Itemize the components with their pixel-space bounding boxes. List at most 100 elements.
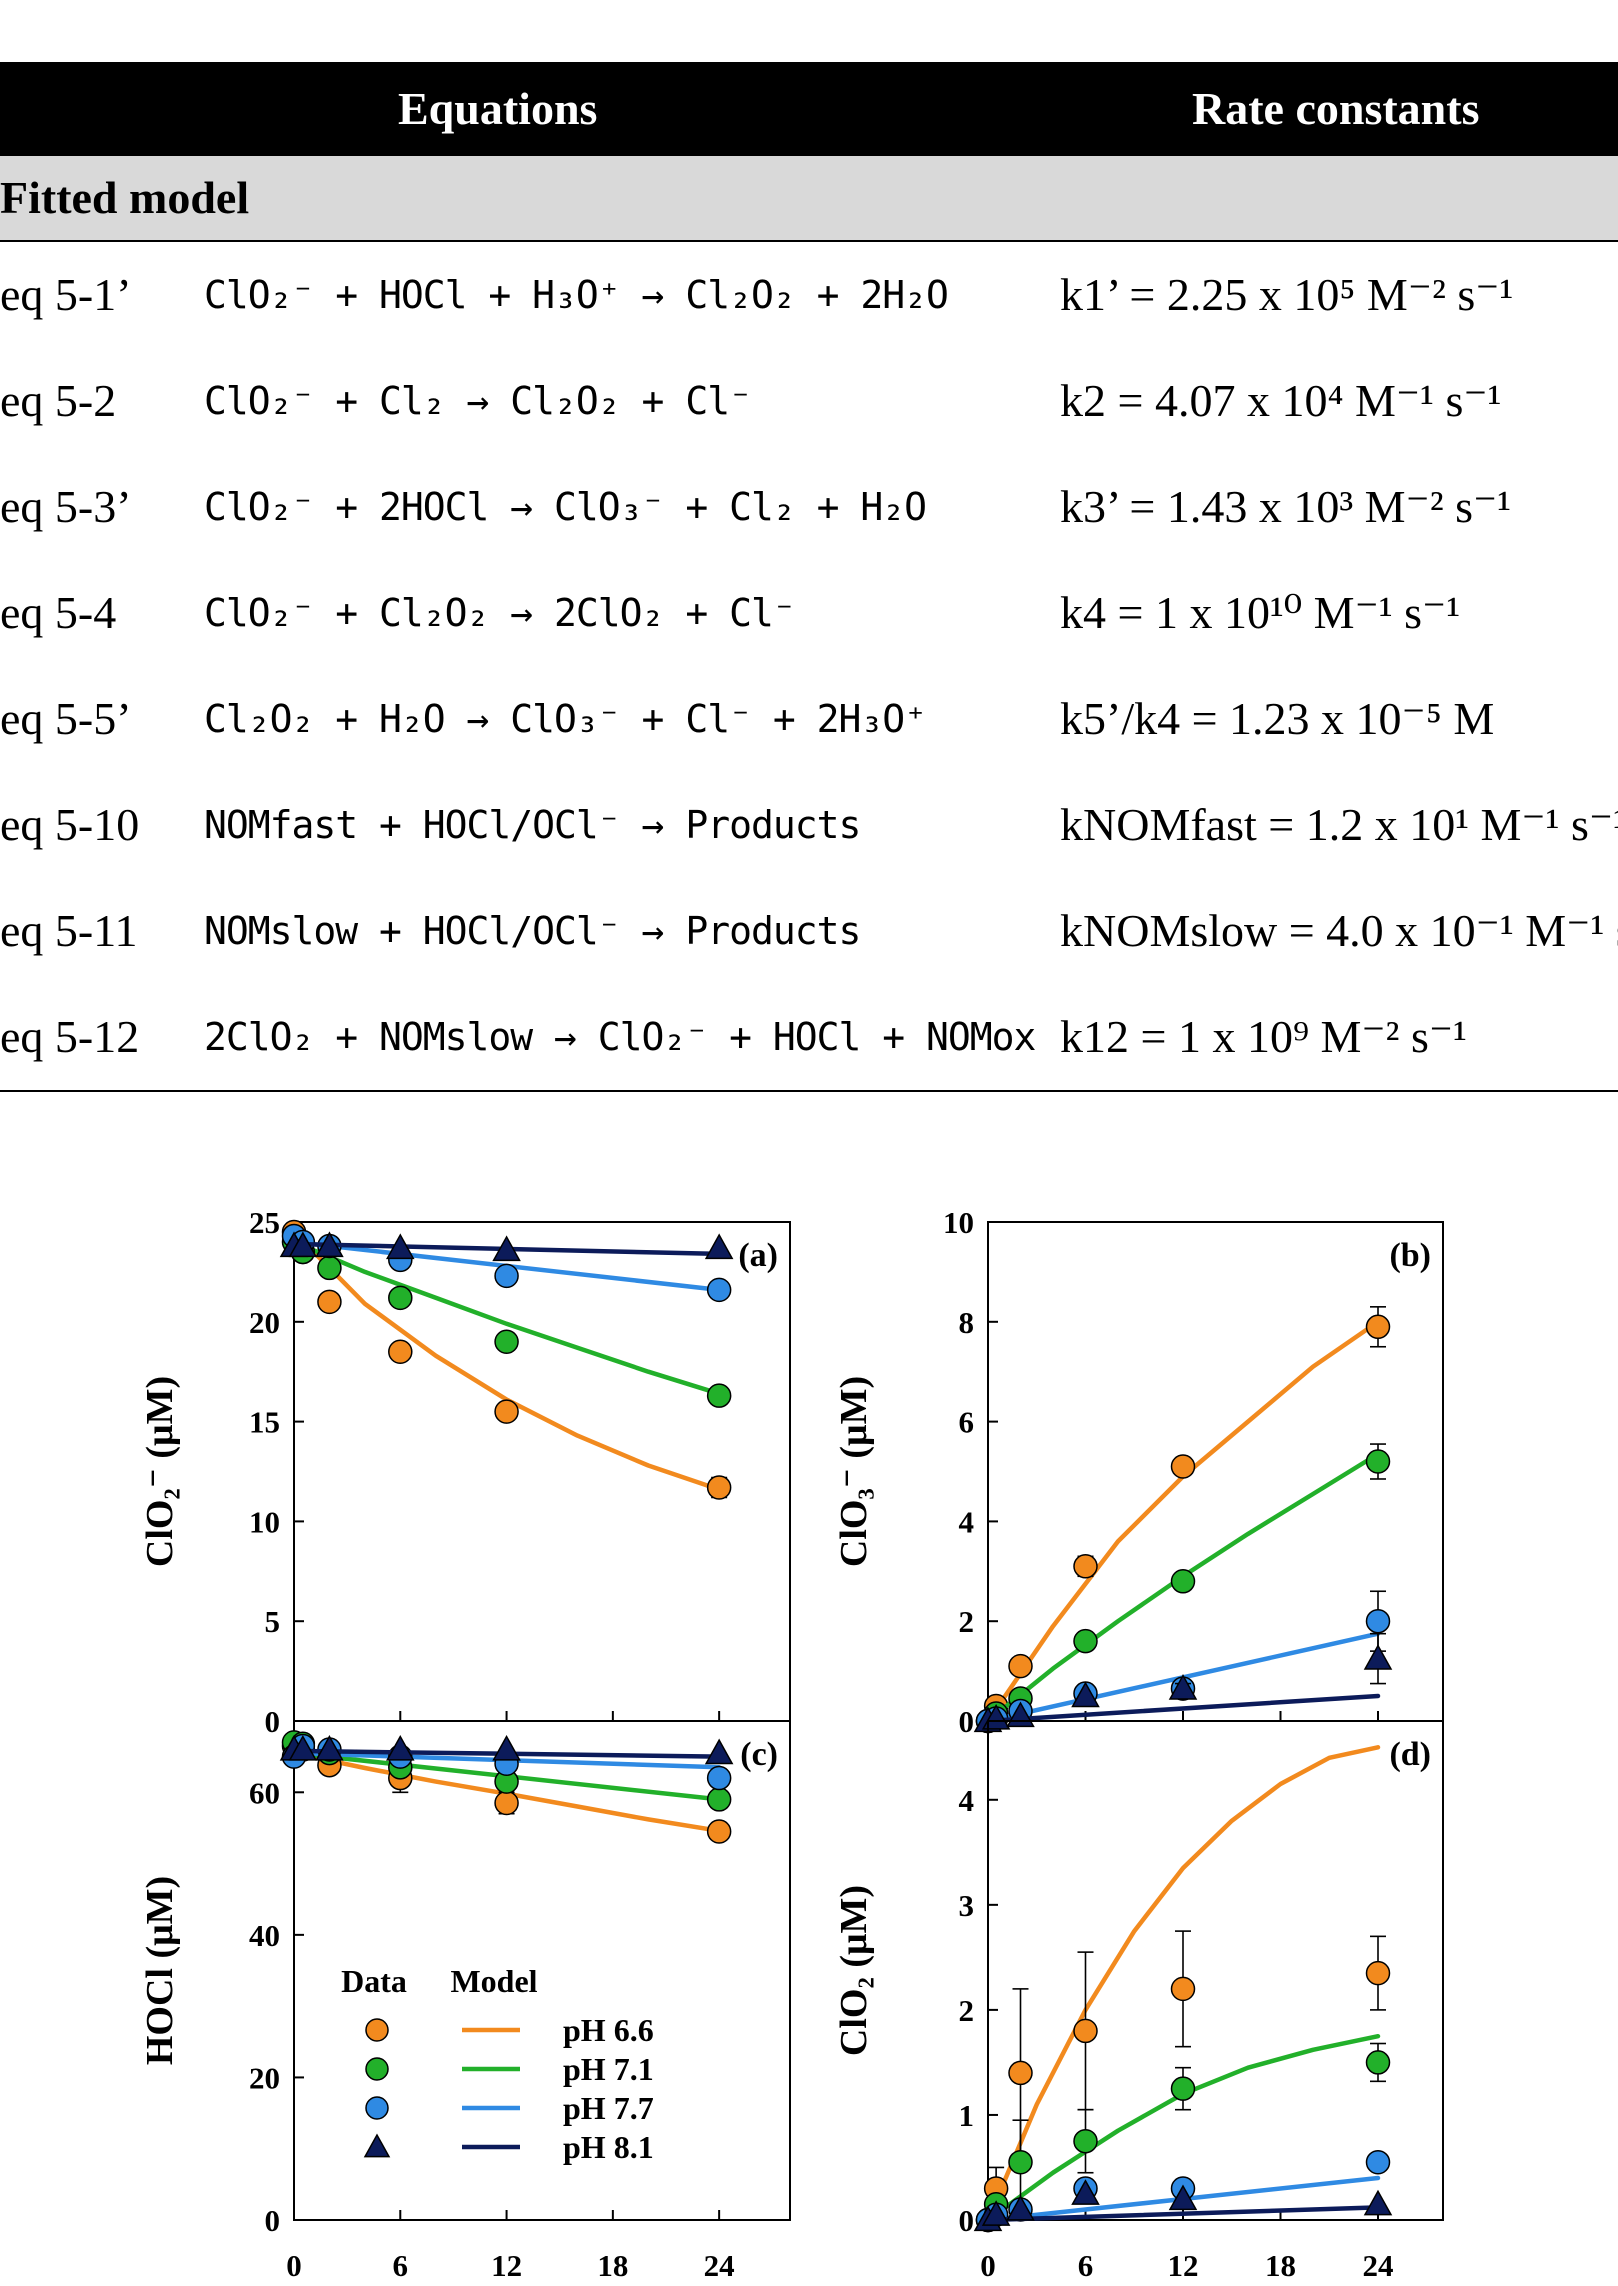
model-line [985, 1693, 1381, 1724]
section-label: Fitted model [0, 172, 250, 223]
rate-constant: k5’/k4 = 1.23 x 10⁻⁵ M [1060, 693, 1495, 744]
legend-data-header: Data [341, 1963, 407, 1999]
y-tick-label: 1 [959, 2098, 975, 2133]
y-tick-label: 6 [959, 1405, 975, 1440]
data-point [706, 1787, 732, 1812]
data-point [1073, 1628, 1098, 1654]
data-point [386, 1233, 415, 1260]
equation-label: eq 5-12 [0, 1011, 140, 1062]
plot-frame [987, 1720, 1444, 2221]
x-tick-label: 6 [393, 2248, 409, 2283]
rate-constant: kNOMslow = 4.0 x 10⁻¹ M⁻¹ s⁻¹ [1060, 905, 1618, 956]
table-row: eq 5-3’ ClO₂⁻ + 2HOCl → ClO₃⁻ + Cl₂ + H₂… [0, 454, 1618, 560]
rate-constant: k1’ = 2.25 x 10⁵ M⁻² s⁻¹ [1060, 269, 1514, 320]
data-point [388, 1285, 413, 1311]
data-point [1365, 1960, 1391, 1986]
data-point [1071, 1681, 1100, 1708]
data-point [1365, 2050, 1391, 2075]
table-row: eq 5-1’ ClO₂⁻ + HOCl + H₃O⁺ → Cl₂O₂ + 2H… [0, 242, 1618, 348]
table-row: eq 5-11 NOMslow + HOCl/OCl⁻ → Products k… [0, 878, 1618, 984]
y-tick-label: 3 [959, 1888, 975, 1923]
data-point [1073, 2018, 1098, 2044]
y-tick-label: 20 [249, 1305, 280, 1340]
x-tick-label: 0 [286, 2248, 302, 2283]
y-tick-label: 4 [959, 1504, 975, 1539]
rate-constant: k4 = 1 x 10¹⁰ M⁻¹ s⁻¹ [1060, 587, 1461, 638]
equation-text: ClO₂⁻ + Cl₂ → Cl₂O₂ + Cl⁻ [204, 379, 752, 423]
equation-text: ClO₂⁻ + Cl₂O₂ → 2ClO₂ + Cl⁻ [204, 591, 796, 635]
y-tick-label: 0 [265, 1704, 281, 1739]
model-line [985, 1319, 1381, 1724]
equation-text: NOMslow + HOCl/OCl⁻ → Products [204, 909, 861, 953]
data-point [706, 1383, 732, 1408]
data-point [1008, 2060, 1033, 2086]
x-tick-label: 18 [597, 2248, 628, 2283]
equation-label: eq 5-2 [0, 375, 117, 426]
y-tick-label: 0 [265, 2203, 281, 2238]
data-point [706, 1475, 732, 1500]
section-row: Fitted model [0, 156, 1618, 242]
data-point [315, 1231, 344, 1258]
data-point [1073, 2128, 1098, 2154]
data-point [317, 1289, 342, 1315]
y-tick-label: 0 [959, 1704, 975, 1739]
rate-constant: k2 = 4.07 x 10⁴ M⁻¹ s⁻¹ [1060, 375, 1502, 426]
y-tick-label: 25 [249, 1205, 280, 1240]
legend-marker [365, 2096, 389, 2120]
model-line [985, 2205, 1381, 2223]
data-point [317, 1255, 342, 1281]
data-point [386, 1734, 415, 1761]
y-tick-label: 10 [943, 1205, 974, 1240]
table-row: eq 5-4 ClO₂⁻ + Cl₂O₂ → 2ClO₂ + Cl⁻ k4 = … [0, 560, 1618, 666]
equation-text: Cl₂O₂ + H₂O → ClO₃⁻ + Cl⁻ + 2H₃O⁺ [204, 697, 927, 741]
data-point [494, 1263, 519, 1289]
data-point [1071, 2179, 1100, 2205]
y-tick-label: 20 [249, 2060, 280, 2095]
data-point [1365, 1314, 1391, 1340]
table-row: eq 5-5’ Cl₂O₂ + H₂O → ClO₃⁻ + Cl⁻ + 2H₃O… [0, 666, 1618, 772]
data-point [704, 1738, 734, 1765]
table-body: eq 5-1’ ClO₂⁻ + HOCl + H₃O⁺ → Cl₂O₂ + 2H… [0, 242, 1618, 1092]
data-point [1363, 1644, 1393, 1670]
data-point [1006, 2194, 1035, 2221]
data-point [706, 1765, 732, 1791]
x-tick-label: 18 [1265, 2248, 1296, 2283]
equation-label: eq 5-4 [0, 587, 117, 638]
y-tick-label: 2 [959, 1993, 975, 2028]
rate-constant: k3’ = 1.43 x 10³ M⁻² s⁻¹ [1060, 481, 1512, 532]
data-point [288, 1231, 318, 1258]
panel-label: (d) [1389, 1736, 1431, 1773]
legend-label: pH 7.1 [563, 2051, 654, 2087]
data-point [1363, 2189, 1393, 2216]
header-equations: Equations [398, 83, 598, 134]
plot-frame [293, 1720, 791, 2221]
data-point [492, 1734, 521, 1761]
x-tick-label: 12 [1168, 2248, 1199, 2283]
table-row: eq 5-2 ClO₂⁻ + Cl₂ → Cl₂O₂ + Cl⁻ k2 = 4.… [0, 348, 1618, 454]
legend: Data Model pH 6.6pH 7.1pH 7.7pH 8.1 [341, 1963, 654, 2165]
x-tick-label: 0 [980, 2248, 996, 2283]
data-point [1365, 1608, 1391, 1634]
data-point [981, 1703, 1011, 1730]
y-tick-label: 8 [959, 1305, 975, 1340]
data-point [1170, 1976, 1196, 2002]
model-line [291, 1239, 722, 1396]
equation-label: eq 5-1’ [0, 269, 132, 320]
data-point [1170, 2076, 1196, 2101]
data-point [1365, 2149, 1391, 2175]
data-point [981, 2200, 1011, 2226]
table-header: Equations Rate constants [0, 62, 1618, 156]
model-line [985, 1745, 1381, 2223]
y-axis-label: HOCl (μM) [139, 1876, 181, 2065]
data-point [288, 1734, 318, 1761]
legend-label: pH 8.1 [563, 2129, 654, 2165]
panel-label: (c) [740, 1736, 778, 1773]
equation-text: ClO₂⁻ + HOCl + H₃O⁺ → Cl₂O₂ + 2H₂O [204, 273, 949, 317]
data-point [494, 1329, 519, 1355]
equation-text: ClO₂⁻ + 2HOCl → ClO₃⁻ + Cl₂ + H₂O [204, 485, 927, 529]
y-tick-label: 2 [959, 1604, 975, 1639]
legend-marker [365, 2018, 389, 2042]
panel-label: (b) [1389, 1237, 1431, 1274]
chart-panel-0: 0 5 10 15 20 25 ClO₂⁻ (μM) (a) [139, 1205, 791, 1739]
data-point [1170, 1454, 1196, 1479]
